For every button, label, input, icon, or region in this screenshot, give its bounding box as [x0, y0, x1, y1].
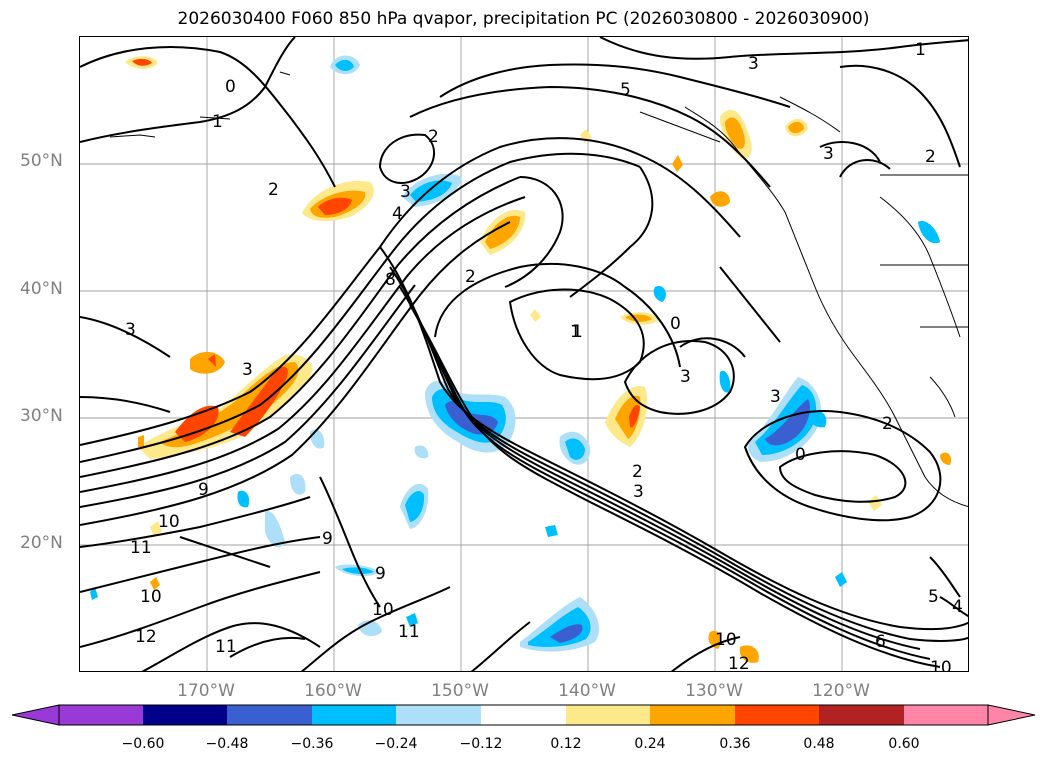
contour-label: 10 [930, 658, 952, 672]
contour-label: 5 [928, 587, 939, 607]
lon-tick-label: 150°W [431, 681, 489, 701]
colorbar-tick-label: −0.60 [121, 736, 165, 752]
colorbar-cell [735, 705, 819, 725]
colorbar-cell [312, 705, 396, 725]
contour-label: 0 [795, 445, 806, 465]
contour-label: 1 [570, 322, 581, 342]
lat-tick-label: 20°N [20, 533, 63, 553]
colorbar-cells [11, 704, 1036, 726]
contour-label: 5 [620, 80, 631, 100]
contour-label: 11 [215, 637, 237, 657]
contour-label: 2 [882, 414, 893, 434]
precip-positive [125, 56, 952, 663]
contour-label: 6 [875, 632, 886, 652]
contour-label: 11 [130, 538, 152, 558]
contour-label: 4 [952, 597, 963, 617]
contour-label: 10 [140, 587, 162, 607]
colorbar-cell [481, 705, 566, 725]
map-canvas: 0 1 2 3 5 3 2 1 2 3 4 8 2 1 0 3 3 2 3 9 … [80, 37, 968, 672]
contour-label: 3 [680, 367, 691, 387]
colorbar-cell [819, 705, 904, 725]
contour-label: 0 [225, 77, 236, 97]
lat-tick-label: 50°N [20, 151, 63, 171]
qvapor-contours [80, 37, 968, 671]
contour-label: 2 [428, 127, 439, 147]
colorbar-cell [59, 705, 143, 725]
contour-label: 10 [158, 512, 180, 532]
colorbar-tick-label: −0.24 [374, 736, 418, 752]
colorbar-tick-label: −0.12 [459, 736, 503, 752]
contour-label: 9 [198, 480, 209, 500]
colorbar-cell [227, 705, 312, 725]
contour-label: 3 [242, 360, 253, 380]
contour-label: 8 [385, 270, 396, 290]
contour-label: 1 [572, 322, 583, 342]
colorbar-cell [396, 705, 481, 725]
contour-label: 3 [633, 482, 644, 502]
coastline [109, 71, 968, 507]
lon-tick-label: 130°W [685, 681, 743, 701]
contour-label: 11 [398, 622, 420, 642]
colorbar-tick-label: 0.36 [719, 736, 751, 752]
contour-label: 10 [372, 600, 394, 620]
lon-tick-label: 140°W [558, 681, 616, 701]
colorbar-tick-label: 0.48 [803, 736, 835, 752]
lon-tick-label: 120°W [812, 681, 870, 701]
colorbar-cell [650, 705, 735, 725]
colorbar [11, 704, 1036, 726]
contour-label-layer: 0 1 2 3 5 3 2 1 2 3 4 8 2 1 0 3 3 2 3 9 … [125, 40, 963, 672]
colorbar-cell [904, 705, 988, 725]
colorbar-extend-min [11, 704, 60, 726]
contour-label: 2 [925, 147, 936, 167]
map-title: 2026030400 F060 850 hPa qvapor, precipit… [177, 9, 870, 29]
contour-label: 3 [125, 320, 136, 340]
contour-label: 2 [632, 462, 643, 482]
contour-label: 4 [392, 204, 403, 224]
contour-label: 0 [670, 314, 681, 334]
colorbar-cell [143, 705, 227, 725]
lat-tick-label: 30°N [20, 406, 63, 426]
contour-label: 9 [375, 564, 386, 584]
contour-label: 3 [748, 54, 759, 74]
contour-label: 9 [322, 529, 333, 549]
contour-label: 1 [212, 112, 223, 132]
colorbar-cell [566, 705, 650, 725]
precip-negative [90, 55, 940, 652]
lon-tick-label: 170°W [177, 681, 235, 701]
contour-label: 2 [268, 180, 279, 200]
contour-label: 12 [135, 627, 157, 647]
lat-tick-label: 40°N [20, 279, 63, 299]
contour-label: 1 [915, 40, 926, 60]
colorbar-tick-label: 0.12 [550, 736, 582, 752]
colorbar-tick-label: −0.48 [205, 736, 249, 752]
contour-label: 3 [823, 144, 834, 164]
map-plot-area: 0 1 2 3 5 3 2 1 2 3 4 8 2 1 0 3 3 2 3 9 … [79, 36, 969, 672]
contour-label: 3 [770, 387, 781, 407]
colorbar-extend-max [987, 704, 1036, 726]
colorbar-tick-label: −0.36 [290, 736, 334, 752]
colorbar-tick-label: 0.24 [634, 736, 666, 752]
contour-label: 12 [728, 654, 750, 672]
contour-label: 2 [465, 267, 476, 287]
contour-label: 3 [400, 182, 411, 202]
lon-tick-label: 160°W [304, 681, 362, 701]
contour-label: 10 [715, 630, 737, 650]
colorbar-tick-label: 0.60 [888, 736, 920, 752]
